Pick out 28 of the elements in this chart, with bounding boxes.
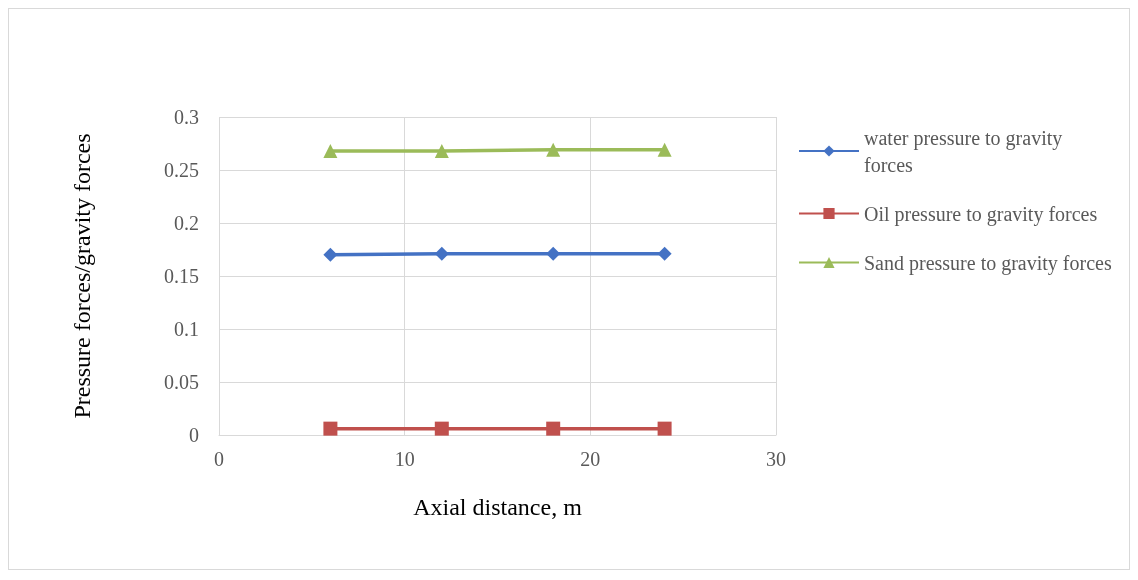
y-tick-label: 0.05 — [164, 371, 199, 393]
point — [434, 246, 449, 261]
x-tick-label: 0 — [214, 448, 224, 470]
point — [546, 421, 561, 436]
legend-label: water pressure to gravity forces — [864, 126, 1068, 176]
point — [546, 246, 561, 261]
y-axis-title: Pressure forces/gravity forces — [69, 133, 95, 419]
legend-label: Oil pressure to gravity forces — [864, 202, 1098, 226]
y-tick-label: 0.2 — [174, 212, 199, 234]
y-tick-label: 0.15 — [164, 265, 199, 287]
y-tick-label: 0 — [189, 424, 199, 446]
x-tick-label: 20 — [580, 448, 601, 470]
x-axis-title: Axial distance, m — [413, 494, 583, 520]
point — [323, 143, 338, 158]
point — [323, 421, 338, 436]
point — [657, 142, 672, 157]
point — [657, 246, 672, 261]
y-tick-label: 0.3 — [174, 106, 199, 128]
x-tick-label: 10 — [394, 448, 415, 470]
y-tick-label: 0.25 — [164, 159, 199, 181]
point — [434, 421, 449, 436]
point — [657, 421, 672, 436]
legend-label: Sand pressure to gravity forces — [864, 251, 1112, 275]
point — [323, 247, 338, 262]
x-tick-label: 30 — [766, 448, 786, 470]
y-tick-label: 0.1 — [174, 318, 199, 340]
point — [434, 143, 449, 158]
point — [546, 142, 561, 157]
